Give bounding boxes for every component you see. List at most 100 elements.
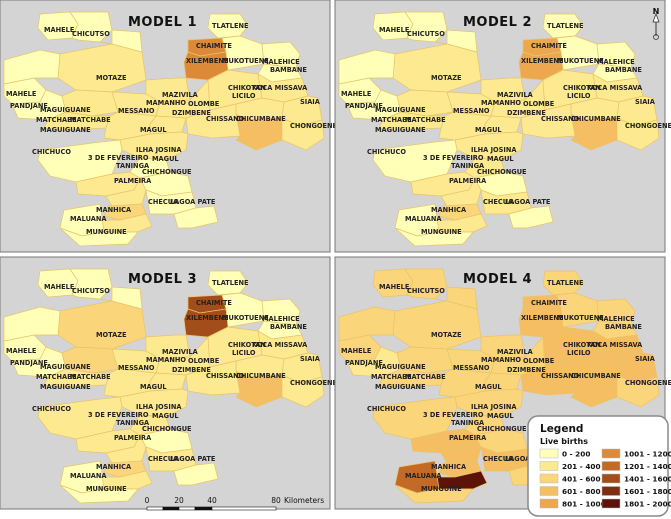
legend-swatch xyxy=(539,486,559,496)
district-label: MAGUIGUANE xyxy=(375,383,426,391)
district-label: MAMANHO xyxy=(481,99,521,107)
district-label: MESSANO xyxy=(118,364,155,372)
district-label: BAMBANE xyxy=(605,323,642,331)
district-label: CHAIMITE xyxy=(531,42,567,50)
district-label: CHIKOTAN xyxy=(563,341,601,349)
district-chicutso xyxy=(69,268,113,300)
district-label: MAHELE xyxy=(341,90,372,98)
legend-swatch xyxy=(601,461,621,471)
legend-label: 0 - 200 xyxy=(562,450,590,459)
district-label: LAGOA PATE xyxy=(170,198,216,206)
legend-swatch xyxy=(601,486,621,496)
map-panel-model-3: MODEL 3MAHELECHICUTSOTLATLENECHAIMITEXIL… xyxy=(0,256,338,510)
district-label: CHICUMBANE xyxy=(571,372,621,380)
scale-tick-0: 0 xyxy=(145,496,150,505)
district-label: CHISSANO xyxy=(541,372,580,380)
district-label: MOTAZE xyxy=(431,74,462,82)
model-title: MODEL 1 xyxy=(128,15,197,30)
north-arrow: N xyxy=(652,7,660,40)
north-arrow-letter: N xyxy=(653,7,660,16)
district-label: MALEHICE xyxy=(262,58,300,66)
district-chicutso xyxy=(69,11,113,43)
legend-label: 1001 - 1200 xyxy=(624,450,671,459)
map-panel-model-1: MODEL 1MAHELECHICUTSOTLATLENECHAIMITEXIL… xyxy=(0,0,338,253)
district-label: MANHICA xyxy=(431,206,467,214)
district-label: MESSANO xyxy=(453,364,490,372)
district-label: CHICHUCO xyxy=(367,148,406,156)
district-label: XILEMBENE xyxy=(521,314,564,322)
district-lagoa-pate xyxy=(508,205,554,229)
district-label: TLATLENE xyxy=(212,279,249,287)
district-label: CHICUMBANE xyxy=(571,115,621,123)
legend-swatch xyxy=(539,498,559,509)
district-label: 3 DE FEVEREIRO xyxy=(423,411,484,419)
district-label: TANINGA xyxy=(116,419,150,427)
district-label: LICILO xyxy=(567,92,591,100)
district-label: CHISSANO xyxy=(206,372,245,380)
legend-label: 1401 - 1600 xyxy=(624,475,671,484)
legend-label: 1201 - 1400 xyxy=(624,462,671,471)
district-label: 3 DE FEVEREIRO xyxy=(88,154,149,162)
district-maguiguane-w xyxy=(338,306,396,342)
district-label: MAGUL xyxy=(140,383,167,391)
district-label: OLOMBE xyxy=(188,357,220,365)
district-label: CHECUA xyxy=(483,455,514,463)
district-label: PALMEIRA xyxy=(114,177,152,185)
district-label: PANDJANE xyxy=(345,359,383,367)
district-chicumbane xyxy=(235,370,283,408)
district-label: CHIKOTAN xyxy=(563,84,601,92)
district-label: MAGUIGUANE xyxy=(40,126,91,134)
district-label: MOTAZE xyxy=(96,74,127,82)
district-lagoa-pate xyxy=(173,462,219,486)
district-label: MAGUIGUANE xyxy=(40,363,91,371)
district-chicutso-s xyxy=(434,29,478,53)
district-label: MAHELE xyxy=(341,347,372,355)
district-chongoene xyxy=(616,374,660,408)
district-label: MAZIVILA xyxy=(162,91,199,99)
district-label: MUNGUINE xyxy=(421,485,462,493)
district-label: PANDJANE xyxy=(345,102,383,110)
district-label: SIAIA xyxy=(300,355,321,363)
district-label: MAGUL xyxy=(475,383,502,391)
district-label: KOCA MISSAVA xyxy=(587,84,643,92)
district-label: MUNGUINE xyxy=(86,485,127,493)
district-label: CHICHONGUE xyxy=(142,425,192,433)
district-label: MAGUIGUANE xyxy=(375,106,426,114)
scale-unit: Kilometers xyxy=(284,496,324,505)
district-label: CHICUTSO xyxy=(407,30,445,38)
district-label: MANHICA xyxy=(431,463,467,471)
district-label: MUKOTUENE xyxy=(557,57,604,65)
district-label: SIAIA xyxy=(635,355,656,363)
district-label: MATCHABE xyxy=(70,373,111,381)
district-label: MATCHABE xyxy=(405,373,446,381)
district-label: SIAIA xyxy=(300,98,321,106)
district-chicumbane xyxy=(570,113,618,151)
district-label: OLOMBE xyxy=(523,357,555,365)
district-label: MAHELE xyxy=(6,347,37,355)
district-label: MESSANO xyxy=(453,107,490,115)
district-label: MATCHABE xyxy=(36,373,77,381)
district-label: CHICHUCO xyxy=(32,148,71,156)
district-label: LAGOA PATE xyxy=(170,455,216,463)
district-label: BAMBANE xyxy=(605,66,642,74)
district-label: MAGUL xyxy=(475,126,502,134)
district-label: 3 DE FEVEREIRO xyxy=(88,411,149,419)
district-label: MAMANHO xyxy=(481,356,521,364)
district-label: PALMEIRA xyxy=(449,434,487,442)
legend-box: Legend Live births 0 - 200 201 - 400 401 -… xyxy=(527,415,671,517)
district-label: TANINGA xyxy=(451,162,485,170)
district-label: CHIKOTAN xyxy=(228,341,266,349)
district-label: CHICUTSO xyxy=(72,287,110,295)
district-label: MAGUIGUANE xyxy=(40,106,91,114)
legend-swatch xyxy=(601,498,621,509)
district-label: MAHELE xyxy=(44,283,75,291)
district-label: TLATLENE xyxy=(547,279,584,287)
district-label: MAGUIGUANE xyxy=(40,383,91,391)
district-label: PANDJANE xyxy=(10,102,48,110)
district-munguine xyxy=(394,484,474,504)
district-label: MAHELE xyxy=(379,283,410,291)
district-label: SIAIA xyxy=(635,98,656,106)
district-label: KOCA MISSAVA xyxy=(587,341,643,349)
district-label: ILHA JOSINA xyxy=(136,403,182,411)
district-lagoa-pate xyxy=(173,205,219,229)
